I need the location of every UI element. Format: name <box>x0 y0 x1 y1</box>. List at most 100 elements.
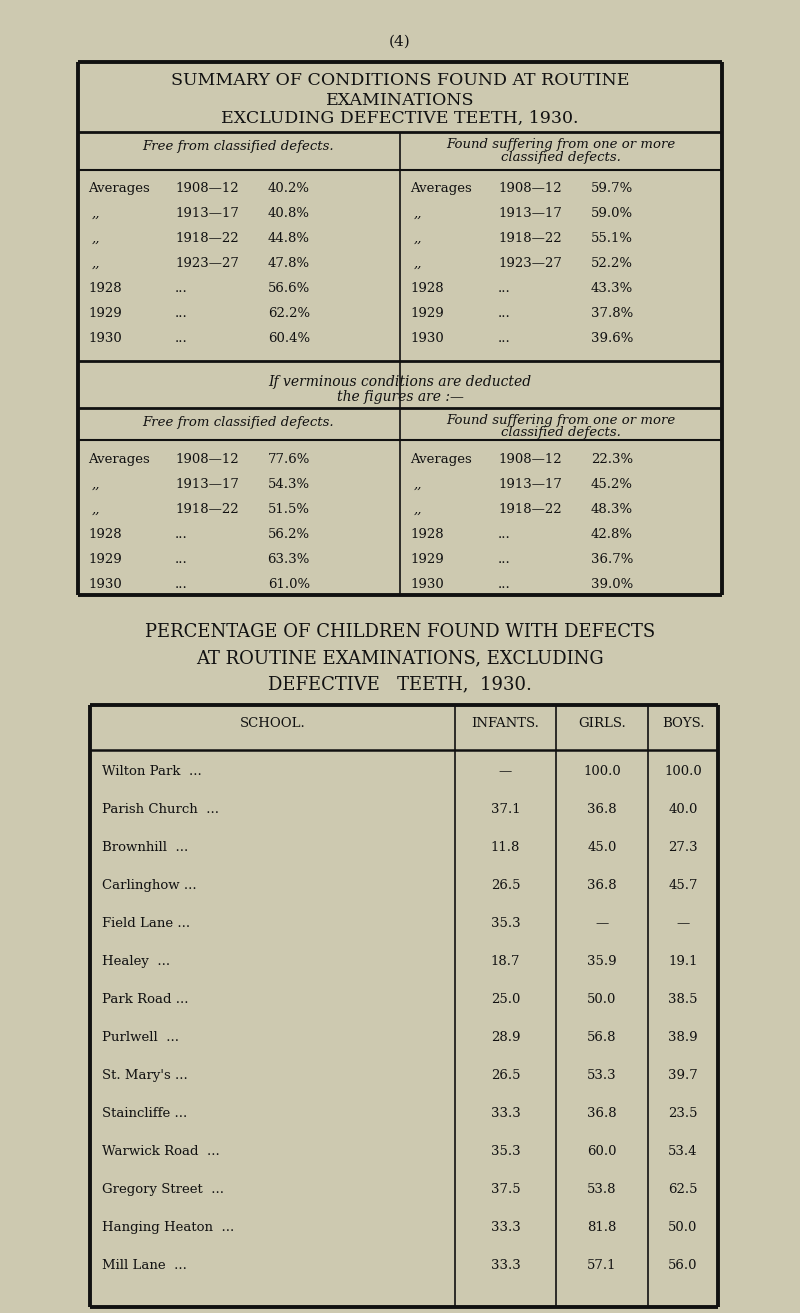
Text: 59.7%: 59.7% <box>590 183 633 196</box>
Text: 28.9: 28.9 <box>490 1031 520 1044</box>
Text: 62.5: 62.5 <box>668 1183 698 1196</box>
Text: Averages: Averages <box>410 453 472 466</box>
Text: 36.7%: 36.7% <box>590 553 633 566</box>
Text: 45.2%: 45.2% <box>591 478 633 491</box>
Text: Found suffering from one or more: Found suffering from one or more <box>446 414 676 427</box>
Text: 39.7: 39.7 <box>668 1069 698 1082</box>
Text: 1930: 1930 <box>410 332 444 345</box>
Text: ,,: ,, <box>92 207 101 221</box>
Text: ...: ... <box>175 282 188 295</box>
Text: 53.4: 53.4 <box>668 1145 698 1158</box>
Text: 55.1%: 55.1% <box>591 232 633 246</box>
Text: (4): (4) <box>389 35 411 49</box>
Text: ...: ... <box>175 528 188 541</box>
Text: 26.5: 26.5 <box>490 878 520 892</box>
Text: 1913—17: 1913—17 <box>498 207 562 221</box>
Text: 18.7: 18.7 <box>490 955 520 968</box>
Text: Wilton Park  ...: Wilton Park ... <box>102 765 202 779</box>
Text: 1918—22: 1918—22 <box>175 232 238 246</box>
Text: 43.3%: 43.3% <box>590 282 633 295</box>
Text: ,,: ,, <box>414 232 422 246</box>
Text: 22.3%: 22.3% <box>591 453 633 466</box>
Text: 1913—17: 1913—17 <box>498 478 562 491</box>
Text: 1918—22: 1918—22 <box>498 503 562 516</box>
Text: 33.3: 33.3 <box>490 1221 520 1234</box>
Text: 77.6%: 77.6% <box>268 453 310 466</box>
Text: ,,: ,, <box>414 503 422 516</box>
Text: DEFECTIVE   TEETH,  1930.: DEFECTIVE TEETH, 1930. <box>268 675 532 693</box>
Text: 100.0: 100.0 <box>664 765 702 779</box>
Text: ...: ... <box>498 578 510 591</box>
Text: Mill Lane  ...: Mill Lane ... <box>102 1259 187 1272</box>
Text: 56.0: 56.0 <box>668 1259 698 1272</box>
Text: ,,: ,, <box>92 503 101 516</box>
Text: 50.0: 50.0 <box>668 1221 698 1234</box>
Text: Carlinghow ...: Carlinghow ... <box>102 878 197 892</box>
Text: 40.8%: 40.8% <box>268 207 310 221</box>
Text: 23.5: 23.5 <box>668 1107 698 1120</box>
Text: 1928: 1928 <box>410 528 444 541</box>
Text: 60.0: 60.0 <box>587 1145 617 1158</box>
Text: 33.3: 33.3 <box>490 1107 520 1120</box>
Text: 56.6%: 56.6% <box>268 282 310 295</box>
Text: 33.3: 33.3 <box>490 1259 520 1272</box>
Text: 26.5: 26.5 <box>490 1069 520 1082</box>
Text: 1908—12: 1908—12 <box>175 453 238 466</box>
Text: 62.2%: 62.2% <box>268 307 310 320</box>
Text: BOYS.: BOYS. <box>662 717 704 730</box>
Text: 57.1: 57.1 <box>587 1259 617 1272</box>
Text: PERCENTAGE OF CHILDREN FOUND WITH DEFECTS: PERCENTAGE OF CHILDREN FOUND WITH DEFECT… <box>145 622 655 641</box>
Text: 56.2%: 56.2% <box>268 528 310 541</box>
Text: Park Road ...: Park Road ... <box>102 993 189 1006</box>
Text: 1929: 1929 <box>410 553 444 566</box>
Text: 37.5: 37.5 <box>490 1183 520 1196</box>
Text: 40.2%: 40.2% <box>268 183 310 196</box>
Text: 52.2%: 52.2% <box>591 257 633 270</box>
Text: 38.9: 38.9 <box>668 1031 698 1044</box>
Text: ...: ... <box>498 553 510 566</box>
Text: 44.8%: 44.8% <box>268 232 310 246</box>
Text: Averages: Averages <box>88 183 150 196</box>
Text: 1918—22: 1918—22 <box>498 232 562 246</box>
Text: AT ROUTINE EXAMINATIONS, EXCLUDING: AT ROUTINE EXAMINATIONS, EXCLUDING <box>196 649 604 667</box>
Text: ...: ... <box>175 332 188 345</box>
Text: 81.8: 81.8 <box>587 1221 617 1234</box>
Text: 1929: 1929 <box>88 307 122 320</box>
Text: 61.0%: 61.0% <box>268 578 310 591</box>
Text: 45.0: 45.0 <box>587 842 617 853</box>
Text: 42.8%: 42.8% <box>591 528 633 541</box>
Text: 100.0: 100.0 <box>583 765 621 779</box>
Text: Staincliffe ...: Staincliffe ... <box>102 1107 187 1120</box>
Text: Hanging Heaton  ...: Hanging Heaton ... <box>102 1221 234 1234</box>
Text: 36.8: 36.8 <box>587 1107 617 1120</box>
Text: 35.3: 35.3 <box>490 916 520 930</box>
Text: 60.4%: 60.4% <box>268 332 310 345</box>
Text: SUMMARY OF CONDITIONS FOUND AT ROUTINE: SUMMARY OF CONDITIONS FOUND AT ROUTINE <box>170 72 630 89</box>
Text: Found suffering from one or more: Found suffering from one or more <box>446 138 676 151</box>
Text: Averages: Averages <box>410 183 472 196</box>
Text: 45.7: 45.7 <box>668 878 698 892</box>
Text: GIRLS.: GIRLS. <box>578 717 626 730</box>
Text: 1930: 1930 <box>410 578 444 591</box>
Text: 37.1: 37.1 <box>490 804 520 815</box>
Text: ,,: ,, <box>414 257 422 270</box>
Text: 39.6%: 39.6% <box>590 332 633 345</box>
Text: 53.8: 53.8 <box>587 1183 617 1196</box>
Text: ...: ... <box>498 282 510 295</box>
Text: Purlwell  ...: Purlwell ... <box>102 1031 179 1044</box>
Text: 25.0: 25.0 <box>491 993 520 1006</box>
Text: 38.5: 38.5 <box>668 993 698 1006</box>
Text: the figures are :—: the figures are :— <box>337 390 463 404</box>
Text: 35.9: 35.9 <box>587 955 617 968</box>
Text: Free from classified defects.: Free from classified defects. <box>142 140 334 154</box>
Text: 1929: 1929 <box>410 307 444 320</box>
Text: 1908—12: 1908—12 <box>498 453 562 466</box>
Text: ...: ... <box>175 307 188 320</box>
Text: 1918—22: 1918—22 <box>175 503 238 516</box>
Text: ...: ... <box>498 332 510 345</box>
Text: —: — <box>595 916 609 930</box>
Text: ,,: ,, <box>92 478 101 491</box>
Text: 1928: 1928 <box>88 528 122 541</box>
Text: 47.8%: 47.8% <box>268 257 310 270</box>
Text: INFANTS.: INFANTS. <box>471 717 539 730</box>
